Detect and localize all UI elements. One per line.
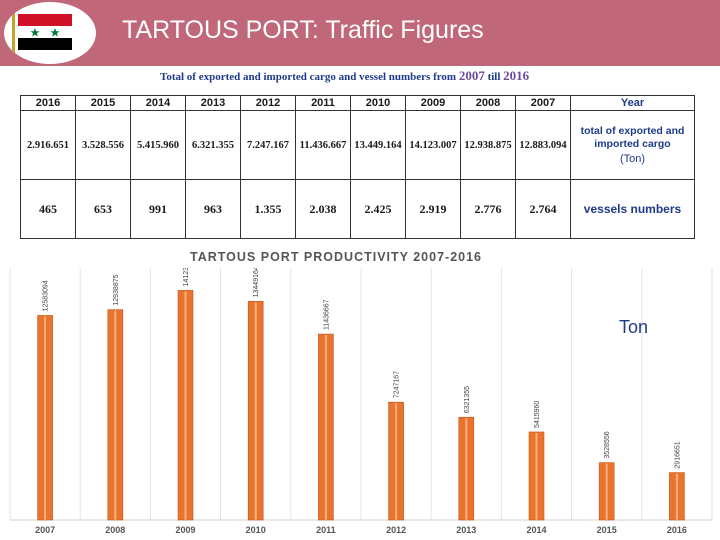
x-tick-label: 2011 (316, 525, 336, 535)
x-tick-label: 2013 (456, 525, 476, 535)
chart-title: TARTOUS PORT PRODUCTIVITY 2007-2016 (190, 250, 483, 264)
x-tick-label: 2015 (597, 525, 617, 535)
bar-value-label: 6321355 (464, 386, 471, 413)
x-tick-label: 2008 (105, 525, 125, 535)
chart-unit-label: Ton (619, 317, 649, 337)
cargo-cell: 12.883.094 (515, 110, 571, 180)
year-cell: 2008 (460, 95, 516, 111)
vessels-cell: 2.425 (350, 179, 406, 239)
year-cell: 2011 (295, 95, 351, 111)
vessels-cell: 465 (20, 179, 76, 239)
syria-flag-icon (18, 14, 72, 50)
bar-value-label: 2916651 (674, 441, 681, 468)
cargo-cell: 3.528.556 (75, 110, 131, 180)
cargo-cell: 2.916.651 (20, 110, 76, 180)
flag-badge (4, 2, 96, 64)
bar-value-label: 11436667 (323, 299, 330, 330)
vessels-cell: 653 (75, 179, 131, 239)
subtitle-till: till (487, 71, 501, 83)
vessels-cell: 963 (185, 179, 241, 239)
vessels-cell: 2.776 (460, 179, 516, 239)
year-cell: 2009 (405, 95, 461, 111)
cargo-label-text: total of exported and imported cargo (580, 124, 685, 150)
x-tick-label: 2010 (246, 525, 266, 535)
header-banner: TARTOUS PORT: Traffic Figures (0, 0, 720, 66)
cargo-unit: (Ton) (619, 152, 646, 165)
bar-value-label: 12583094 (43, 280, 50, 311)
vessels-cell: 2.919 (405, 179, 461, 239)
cargo-row: 2.916.651 3.528.556 5.415.960 6.321.355 … (20, 110, 695, 180)
cargo-cell: 12.938.875 (460, 110, 516, 180)
bar-value-label: 13449164 (253, 268, 260, 297)
bar-value-label: 7247167 (394, 371, 401, 398)
subtitle-prefix: Total of exported and imported cargo and… (160, 71, 457, 83)
year-cell: 2012 (240, 95, 296, 111)
cargo-cell: 14.123.007 (405, 110, 461, 180)
cargo-row-label: total of exported and imported cargo (To… (570, 110, 695, 180)
vessels-cell: 1.355 (240, 179, 296, 239)
x-tick-label: 2012 (386, 525, 406, 535)
year-cell: 2015 (75, 95, 131, 111)
table-subtitle: Total of exported and imported cargo and… (160, 68, 529, 84)
x-tick-label: 2007 (35, 525, 55, 535)
bar-value-label: 14123007 (183, 268, 190, 286)
x-tick-label: 2016 (667, 525, 687, 535)
cargo-cell: 5.415.960 (130, 110, 186, 180)
x-tick-label: 2014 (526, 525, 546, 535)
year-cell: 2016 (20, 95, 76, 111)
cargo-cell: 7.247.167 (240, 110, 296, 180)
productivity-bar-chart: 12583094 2007 12938875 2008 14123007 2009 1344… (9, 268, 713, 535)
x-tick-label: 2009 (175, 525, 195, 535)
vessels-cell: 2.764 (515, 179, 571, 239)
page-title: TARTOUS PORT: Traffic Figures (122, 16, 484, 44)
bar-value-label: 12938875 (113, 274, 120, 305)
bar-value-label: 5415960 (534, 401, 541, 428)
cargo-cell: 6.321.355 (185, 110, 241, 180)
flag-pole (12, 8, 15, 60)
subtitle-from-year: 2007 (458, 68, 485, 83)
vessels-row: 465 653 991 963 1.355 2.038 2.425 2.919 … (20, 179, 695, 239)
subtitle-to-year: 2016 (503, 68, 530, 83)
year-cell: 2010 (350, 95, 406, 111)
traffic-table: 2016 2015 2014 2013 2012 2011 2010 2009 … (20, 95, 695, 239)
year-header-label: Year (570, 95, 695, 111)
year-cell: 2014 (130, 95, 186, 111)
cargo-cell: 13.449.164 (350, 110, 406, 180)
year-header-row: 2016 2015 2014 2013 2012 2011 2010 2009 … (20, 95, 695, 111)
cargo-cell: 11.436.667 (295, 110, 351, 180)
bar-value-label: 3528556 (604, 431, 611, 458)
vessels-cell: 991 (130, 179, 186, 239)
year-cell: 2007 (515, 95, 571, 111)
vessels-cell: 2.038 (295, 179, 351, 239)
year-cell: 2013 (185, 95, 241, 111)
vessels-row-label: vessels numbers (570, 179, 695, 239)
